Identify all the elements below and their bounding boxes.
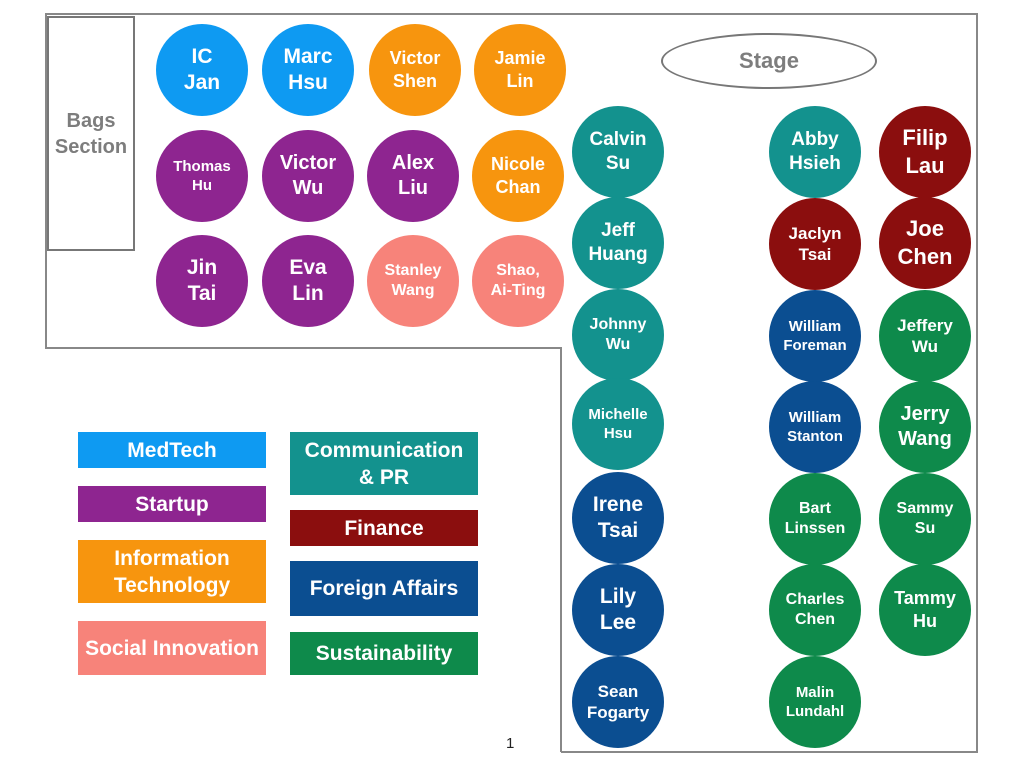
legend-label: Finance bbox=[344, 516, 424, 540]
stage-label: Stage bbox=[739, 48, 799, 73]
seat-name: Stanley Wang bbox=[384, 262, 442, 299]
seat-it: Jamie Lin bbox=[474, 24, 566, 116]
seat-sustain: Jeffery Wu bbox=[879, 290, 971, 382]
seat-name: Charles Chen bbox=[785, 591, 845, 628]
seat-name: Jaclyn Tsai bbox=[788, 224, 842, 264]
seat-name: Victor Shen bbox=[389, 48, 441, 91]
legend-label: Sustainability bbox=[315, 642, 453, 665]
legend-social: Social Innovation bbox=[78, 621, 266, 675]
seat-name: Michelle Hsu bbox=[588, 406, 648, 442]
seat-name: Calvin Su bbox=[589, 129, 647, 174]
seat-sustain: Charles Chen bbox=[769, 564, 861, 656]
seat-comm: Jeff Huang bbox=[572, 197, 664, 289]
seat-sustain: Sammy Su bbox=[879, 473, 971, 565]
seat-sustain: Jerry Wang bbox=[879, 381, 971, 473]
seat-sustain: Bart Linssen bbox=[769, 473, 861, 565]
seat-it: Nicole Chan bbox=[472, 130, 564, 222]
legend-sustain: Sustainability bbox=[290, 632, 478, 675]
seat-finance: Joe Chen bbox=[879, 197, 971, 289]
legend-it: Information Technology bbox=[78, 540, 266, 603]
seat-name: Sammy Su bbox=[896, 500, 954, 537]
legend-foreign: Foreign Affairs bbox=[290, 561, 478, 616]
seat-name: Johnny Wu bbox=[589, 316, 647, 353]
seat-foreign: Irene Tsai bbox=[572, 472, 664, 564]
seat-name: Abby Hsieh bbox=[789, 129, 841, 174]
legend-label: Startup bbox=[135, 492, 209, 516]
seat-name: Marc Hsu bbox=[283, 45, 333, 94]
seat-name: Jamie Lin bbox=[494, 48, 546, 91]
seat-startup: Alex Liu bbox=[367, 130, 459, 222]
seat-medtech: Marc Hsu bbox=[262, 24, 354, 116]
seat-name: Filip Lau bbox=[902, 125, 948, 178]
seat-sustain: Tammy Hu bbox=[879, 564, 971, 656]
seat-name: Lily Lee bbox=[599, 585, 637, 634]
seat-foreign: William Foreman bbox=[769, 290, 861, 382]
seat-name: Malin Lundahl bbox=[785, 684, 845, 720]
seat-comm: Michelle Hsu bbox=[572, 378, 664, 470]
seat-name: Jeffery Wu bbox=[897, 316, 953, 356]
seat-name: Irene Tsai bbox=[592, 493, 644, 542]
seat-finance: Filip Lau bbox=[879, 106, 971, 198]
seat-name: William Foreman bbox=[783, 318, 847, 354]
seat-name: Joe Chen bbox=[897, 216, 953, 269]
legend-label: Communication & PR bbox=[304, 438, 464, 489]
seat-it: Victor Shen bbox=[369, 24, 461, 116]
seat-name: Bart Linssen bbox=[784, 500, 846, 537]
legend-label: Social Innovation bbox=[85, 636, 259, 660]
seat-startup: Thomas Hu bbox=[156, 130, 248, 222]
bags-section: Bags Section bbox=[47, 16, 135, 251]
seat-startup: Eva Lin bbox=[262, 235, 354, 327]
room-wall bbox=[45, 13, 978, 753]
legend-medtech: MedTech bbox=[78, 432, 266, 468]
seat-name: Sean Fogarty bbox=[586, 682, 650, 722]
legend-label: MedTech bbox=[127, 438, 217, 462]
seat-name: Tammy Hu bbox=[894, 588, 956, 631]
seat-sustain: Malin Lundahl bbox=[769, 656, 861, 748]
seat-finance: Jaclyn Tsai bbox=[769, 198, 861, 290]
seat-startup: Jin Tai bbox=[156, 235, 248, 327]
seat-name: Jeff Huang bbox=[588, 220, 648, 265]
seat-medtech: IC Jan bbox=[156, 24, 248, 116]
seat-startup: Victor Wu bbox=[262, 130, 354, 222]
seat-foreign: William Stanton bbox=[769, 381, 861, 473]
seat-social: Stanley Wang bbox=[367, 235, 459, 327]
seat-comm: Abby Hsieh bbox=[769, 106, 861, 198]
seat-name: Eva Lin bbox=[289, 256, 327, 305]
seat-social: Shao, Ai-Ting bbox=[472, 235, 564, 327]
stage: Stage bbox=[661, 33, 877, 89]
seat-foreign: Lily Lee bbox=[572, 564, 664, 656]
seat-name: Jin Tai bbox=[186, 256, 218, 305]
seat-name: Thomas Hu bbox=[173, 158, 231, 194]
bags-section-label: Bags Section bbox=[54, 109, 128, 158]
seat-name: Victor Wu bbox=[279, 152, 337, 199]
seat-name: Alex Liu bbox=[391, 152, 435, 199]
seat-comm: Calvin Su bbox=[572, 106, 664, 198]
legend-label: Foreign Affairs bbox=[309, 577, 459, 600]
seat-name: Jerry Wang bbox=[898, 403, 952, 450]
seat-name: Shao, Ai-Ting bbox=[490, 262, 546, 299]
seat-name: IC Jan bbox=[183, 45, 221, 94]
seat-comm: Johnny Wu bbox=[572, 289, 664, 381]
legend-startup: Startup bbox=[78, 486, 266, 522]
legend-label: Information Technology bbox=[113, 546, 231, 597]
seat-name: Nicole Chan bbox=[490, 154, 546, 197]
page-number: 1 bbox=[506, 735, 515, 752]
seat-name: William Stanton bbox=[787, 409, 843, 445]
legend-comm: Communication & PR bbox=[290, 432, 478, 495]
legend-finance: Finance bbox=[290, 510, 478, 546]
seat-foreign: Sean Fogarty bbox=[572, 656, 664, 748]
